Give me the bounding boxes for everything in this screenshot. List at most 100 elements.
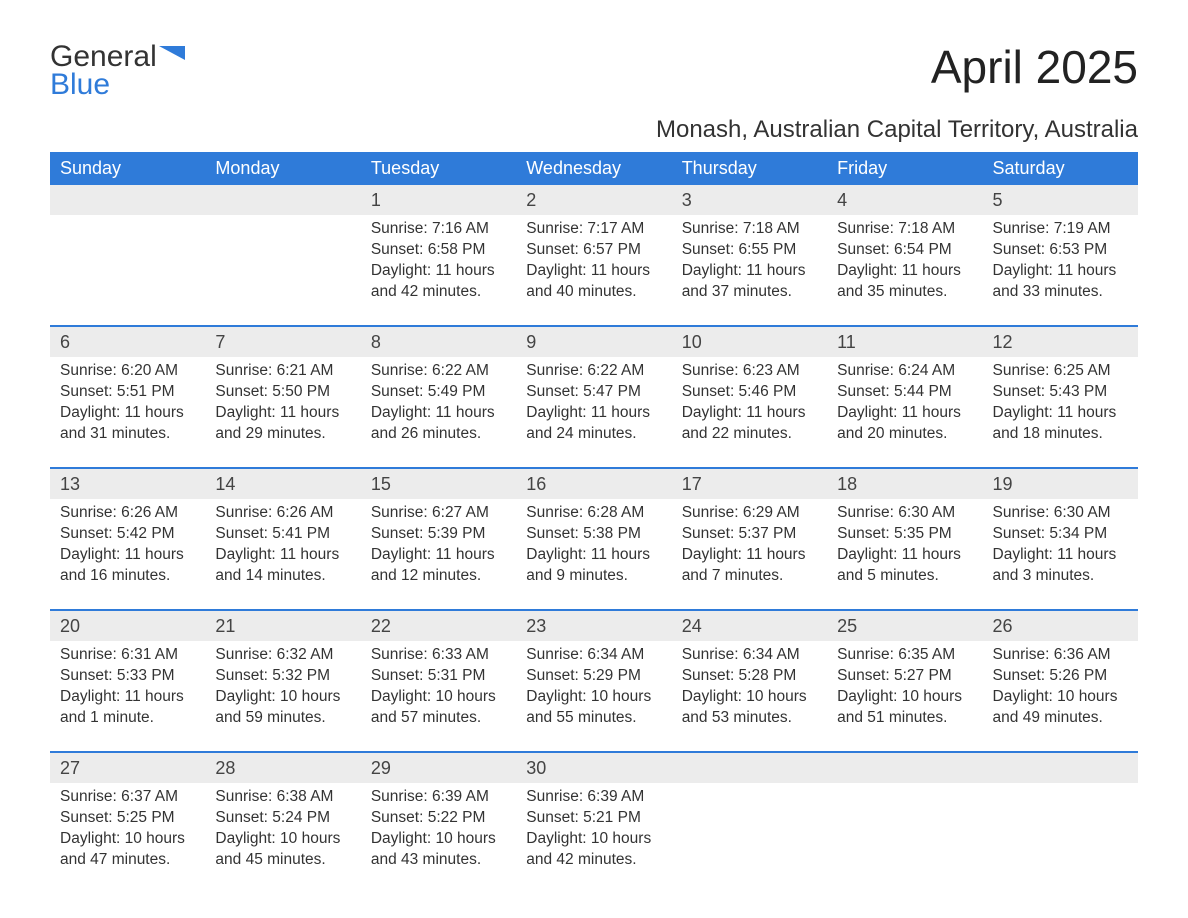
day-number: 9 <box>516 327 671 357</box>
calendar-cell: 10Sunrise: 6:23 AMSunset: 5:46 PMDayligh… <box>672 326 827 468</box>
day-details: Sunrise: 6:35 AMSunset: 5:27 PMDaylight:… <box>837 645 972 729</box>
day-details: Sunrise: 6:39 AMSunset: 5:22 PMDaylight:… <box>371 787 506 871</box>
calendar-cell: 16Sunrise: 6:28 AMSunset: 5:38 PMDayligh… <box>516 468 671 610</box>
calendar-cell: 24Sunrise: 6:34 AMSunset: 5:28 PMDayligh… <box>672 610 827 752</box>
day-number: 10 <box>672 327 827 357</box>
day-number <box>827 753 982 783</box>
daylight-text: Daylight: 11 hours and 14 minutes. <box>215 545 350 587</box>
day-number: 29 <box>361 753 516 783</box>
day-header: Saturday <box>983 152 1138 185</box>
header: General Blue April 2025 <box>50 40 1138 102</box>
sunset-text: Sunset: 5:32 PM <box>215 666 350 687</box>
calendar-cell: 11 Sunrise: 6:24 AMSunset: 5:44 PMDayligh… <box>827 326 982 468</box>
sunrise-text: Sunrise: 6:30 AM <box>837 503 972 524</box>
day-number: 22 <box>361 611 516 641</box>
day-header-row: Sunday Monday Tuesday Wednesday Thursday… <box>50 152 1138 185</box>
day-number: 30 <box>516 753 671 783</box>
daylight-text: Daylight: 11 hours and 16 minutes. <box>60 545 195 587</box>
daylight-text: Daylight: 11 hours and 22 minutes. <box>682 403 817 445</box>
sunset-text: Sunset: 5:35 PM <box>837 524 972 545</box>
calendar-cell: 13Sunrise: 6:26 AMSunset: 5:42 PMDayligh… <box>50 468 205 610</box>
daylight-text: Daylight: 10 hours and 43 minutes. <box>371 829 506 871</box>
sunset-text: Sunset: 5:42 PM <box>60 524 195 545</box>
daylight-text: Daylight: 11 hours and 33 minutes. <box>993 261 1128 303</box>
daylight-text: Daylight: 10 hours and 47 minutes. <box>60 829 195 871</box>
daylight-text: Daylight: 11 hours and 7 minutes. <box>682 545 817 587</box>
calendar-cell: 8Sunrise: 6:22 AMSunset: 5:49 PMDaylight… <box>361 326 516 468</box>
daylight-text: Daylight: 11 hours and 20 minutes. <box>837 403 972 445</box>
sunrise-text: Sunrise: 6:28 AM <box>526 503 661 524</box>
day-details: Sunrise: 6:37 AMSunset: 5:25 PMDaylight:… <box>60 787 195 871</box>
sunrise-text: Sunrise: 6:32 AM <box>215 645 350 666</box>
day-number: 11 <box>827 327 982 357</box>
sunrise-text: Sunrise: 7:16 AM <box>371 219 506 240</box>
sunrise-text: Sunrise: 6:23 AM <box>682 361 817 382</box>
calendar-cell: 26Sunrise: 6:36 AMSunset: 5:26 PMDayligh… <box>983 610 1138 752</box>
sunset-text: Sunset: 5:39 PM <box>371 524 506 545</box>
daylight-text: Daylight: 10 hours and 53 minutes. <box>682 687 817 729</box>
calendar-week-row: 6Sunrise: 6:20 AMSunset: 5:51 PMDaylight… <box>50 326 1138 468</box>
calendar-cell: 18 Sunrise: 6:30 AMSunset: 5:35 PMDayligh… <box>827 468 982 610</box>
calendar-cell: 23Sunrise: 6:34 AMSunset: 5:29 PMDayligh… <box>516 610 671 752</box>
calendar-cell: 17 Sunrise: 6:29 AMSunset: 5:37 PMDayligh… <box>672 468 827 610</box>
daylight-text: Daylight: 11 hours and 31 minutes. <box>60 403 195 445</box>
day-number: 17 <box>672 469 827 499</box>
day-details: Sunrise: 6:34 AMSunset: 5:29 PMDaylight:… <box>526 645 661 729</box>
sunset-text: Sunset: 5:25 PM <box>60 808 195 829</box>
calendar-cell: 27Sunrise: 6:37 AMSunset: 5:25 PMDayligh… <box>50 752 205 893</box>
day-number: 18 <box>827 469 982 499</box>
page-title: April 2025 <box>931 40 1138 94</box>
calendar-cell: 30 Sunrise: 6:39 AMSunset: 5:21 PMDayligh… <box>516 752 671 893</box>
day-details: Sunrise: 6:21 AMSunset: 5:50 PMDaylight:… <box>215 361 350 445</box>
sunset-text: Sunset: 5:24 PM <box>215 808 350 829</box>
day-details: Sunrise: 6:29 AMSunset: 5:37 PMDaylight:… <box>682 503 817 587</box>
day-number: 8 <box>361 327 516 357</box>
day-details: Sunrise: 6:32 AMSunset: 5:32 PMDaylight:… <box>215 645 350 729</box>
sunset-text: Sunset: 5:29 PM <box>526 666 661 687</box>
sunset-text: Sunset: 6:53 PM <box>993 240 1128 261</box>
calendar-cell: 28 Sunrise: 6:38 AMSunset: 5:24 PMDayligh… <box>205 752 360 893</box>
daylight-text: Daylight: 10 hours and 57 minutes. <box>371 687 506 729</box>
day-details: Sunrise: 6:36 AMSunset: 5:26 PMDaylight:… <box>993 645 1128 729</box>
sunrise-text: Sunrise: 6:29 AM <box>682 503 817 524</box>
daylight-text: Daylight: 11 hours and 12 minutes. <box>371 545 506 587</box>
sunset-text: Sunset: 5:47 PM <box>526 382 661 403</box>
sunrise-text: Sunrise: 6:24 AM <box>837 361 972 382</box>
day-details: Sunrise: 7:18 AMSunset: 6:54 PMDaylight:… <box>837 219 972 303</box>
calendar-cell: 4Sunrise: 7:18 AMSunset: 6:54 PMDaylight… <box>827 185 982 326</box>
sunrise-text: Sunrise: 7:19 AM <box>993 219 1128 240</box>
daylight-text: Daylight: 11 hours and 26 minutes. <box>371 403 506 445</box>
day-details: Sunrise: 6:39 AMSunset: 5:21 PMDaylight:… <box>526 787 661 871</box>
calendar-week-row: 13Sunrise: 6:26 AMSunset: 5:42 PMDayligh… <box>50 468 1138 610</box>
day-details: Sunrise: 6:24 AMSunset: 5:44 PMDaylight:… <box>837 361 972 445</box>
day-header: Wednesday <box>516 152 671 185</box>
sunset-text: Sunset: 5:38 PM <box>526 524 661 545</box>
calendar-cell: 3Sunrise: 7:18 AMSunset: 6:55 PMDaylight… <box>672 185 827 326</box>
calendar-table: Sunday Monday Tuesday Wednesday Thursday… <box>50 152 1138 893</box>
day-header: Tuesday <box>361 152 516 185</box>
day-details: Sunrise: 6:25 AMSunset: 5:43 PMDaylight:… <box>993 361 1128 445</box>
day-details: Sunrise: 6:30 AMSunset: 5:35 PMDaylight:… <box>837 503 972 587</box>
day-header: Thursday <box>672 152 827 185</box>
sunrise-text: Sunrise: 6:30 AM <box>993 503 1128 524</box>
day-number: 28 <box>205 753 360 783</box>
calendar-cell <box>827 752 982 893</box>
daylight-text: Daylight: 10 hours and 55 minutes. <box>526 687 661 729</box>
day-details: Sunrise: 6:38 AMSunset: 5:24 PMDaylight:… <box>215 787 350 871</box>
day-details: Sunrise: 6:34 AMSunset: 5:28 PMDaylight:… <box>682 645 817 729</box>
day-number <box>983 753 1138 783</box>
daylight-text: Daylight: 11 hours and 9 minutes. <box>526 545 661 587</box>
calendar-cell: 25Sunrise: 6:35 AMSunset: 5:27 PMDayligh… <box>827 610 982 752</box>
sunset-text: Sunset: 5:44 PM <box>837 382 972 403</box>
sunrise-text: Sunrise: 6:37 AM <box>60 787 195 808</box>
calendar-cell: 19Sunrise: 6:30 AMSunset: 5:34 PMDayligh… <box>983 468 1138 610</box>
day-number: 20 <box>50 611 205 641</box>
day-number: 19 <box>983 469 1138 499</box>
day-header: Monday <box>205 152 360 185</box>
daylight-text: Daylight: 11 hours and 18 minutes. <box>993 403 1128 445</box>
calendar-cell: 15Sunrise: 6:27 AMSunset: 5:39 PMDayligh… <box>361 468 516 610</box>
sunrise-text: Sunrise: 6:27 AM <box>371 503 506 524</box>
sunset-text: Sunset: 6:57 PM <box>526 240 661 261</box>
day-number <box>672 753 827 783</box>
sunset-text: Sunset: 5:43 PM <box>993 382 1128 403</box>
